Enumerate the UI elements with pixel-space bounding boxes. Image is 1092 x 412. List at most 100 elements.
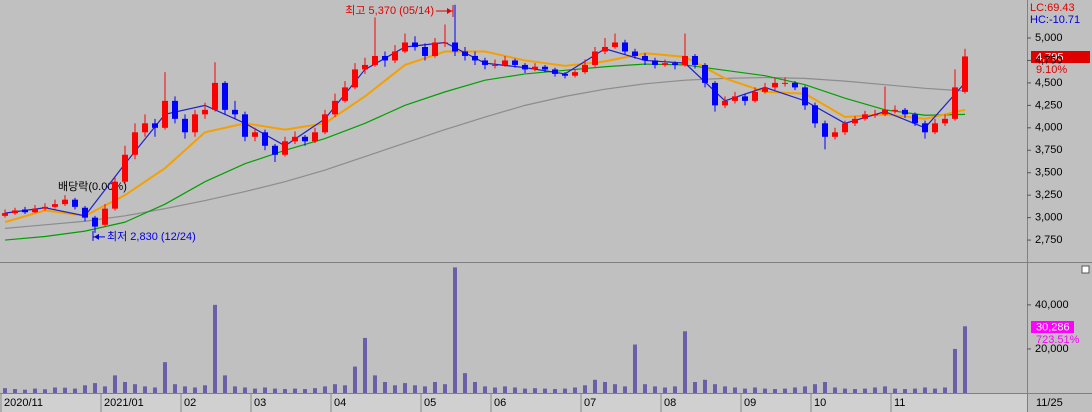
volume-bar [343,385,347,393]
volume-bar [953,348,957,393]
last-price-label: 4,795 [1036,51,1064,63]
candle-body [272,145,278,155]
volume-bar [143,386,147,393]
candle-body [342,87,348,101]
volume-bar [463,373,467,393]
volume-bar [773,389,777,393]
y-tick-label: 3,500 [1035,167,1063,179]
volume-bar [53,387,57,393]
volume-bar [933,388,937,393]
volume-bar [23,389,27,393]
candle-body [22,209,28,213]
candle-body [332,100,338,115]
volume-bar [583,385,587,393]
candle-body [162,100,168,128]
candle-body [732,96,738,101]
candle-body [882,109,888,115]
y-tick-label: 4,500 [1035,77,1063,89]
volume-bar [663,387,667,393]
candle-body [282,141,288,155]
candle-body [292,136,298,142]
volume-tag [1031,321,1074,333]
volume-bar [833,387,837,393]
candle-body [782,82,788,84]
volume-bar [893,388,897,393]
volume-bar [133,384,137,393]
volume-bar [863,388,867,393]
candle-body [452,42,458,52]
candle-body [962,56,968,92]
candle-body [212,82,218,110]
panel-button[interactable] [1081,265,1090,274]
y-tick-label: 4,250 [1035,99,1063,111]
candle-body [652,60,658,65]
volume-bar [703,379,707,393]
low-label: 최저 2,830 (12/24) [107,230,196,243]
volume-bar [293,388,297,393]
candle-body [132,132,138,155]
candle-body [572,72,578,76]
volume-bar [783,388,787,393]
x-tick-label: 10 [814,397,826,409]
candle-body [912,114,918,124]
volume-bar [573,387,577,393]
volume-bar [403,383,407,393]
candle-body [92,217,98,227]
y-tick-label: 2,750 [1035,234,1063,246]
candle-body [512,60,518,65]
volume-bar [743,388,747,393]
candle-body [662,63,668,65]
volume-bar [313,388,317,393]
moving-average [4,63,966,241]
volume-bar [553,389,557,393]
candle-body [702,64,708,83]
y-tick-label: 3,000 [1035,212,1063,224]
candle-body [592,51,598,65]
volume-bar [683,331,687,393]
x-tick-label: 05 [424,397,436,409]
candle-body [42,206,48,209]
high-arrowhead [447,8,452,14]
volume-bar [823,381,827,393]
volume-bar [333,384,337,393]
last-volume-label: 30,286 [1036,321,1070,333]
volume-bar [353,366,357,393]
candle-body [922,123,928,133]
volume-bar [453,267,457,393]
volume-bar [813,384,817,393]
volume-bar [273,388,277,393]
candle-body [952,87,958,119]
volume-bar [793,387,797,393]
volume-bar [653,386,657,393]
candle-body [752,91,758,101]
volume-bar [323,386,327,393]
candle-body [202,109,208,115]
candle-body [832,132,838,137]
candle-body [492,64,498,66]
volume-bar [623,386,627,393]
volume-bar [183,386,187,393]
candle-body [152,123,158,128]
candle-body [102,208,108,225]
volume-bar [443,384,447,393]
volume-bar [763,388,767,393]
volume-bar [433,381,437,393]
volume-bar [513,387,517,393]
candle-body [672,63,678,65]
volume-bar [633,344,637,393]
candle-body [692,55,698,65]
candle-body [602,46,608,52]
volume-bar [103,386,107,393]
y-tick-label: 40,000 [1035,299,1069,311]
candle-body [2,213,8,216]
volume-bar [373,375,377,393]
candle-body [372,55,378,65]
x-tick-label: 06 [494,397,506,409]
candle-body [122,154,128,182]
candle-body [822,123,828,137]
volume-bar [43,389,47,393]
volume-bar [643,384,647,393]
candle-body [352,69,358,88]
volume-bar [673,386,677,393]
